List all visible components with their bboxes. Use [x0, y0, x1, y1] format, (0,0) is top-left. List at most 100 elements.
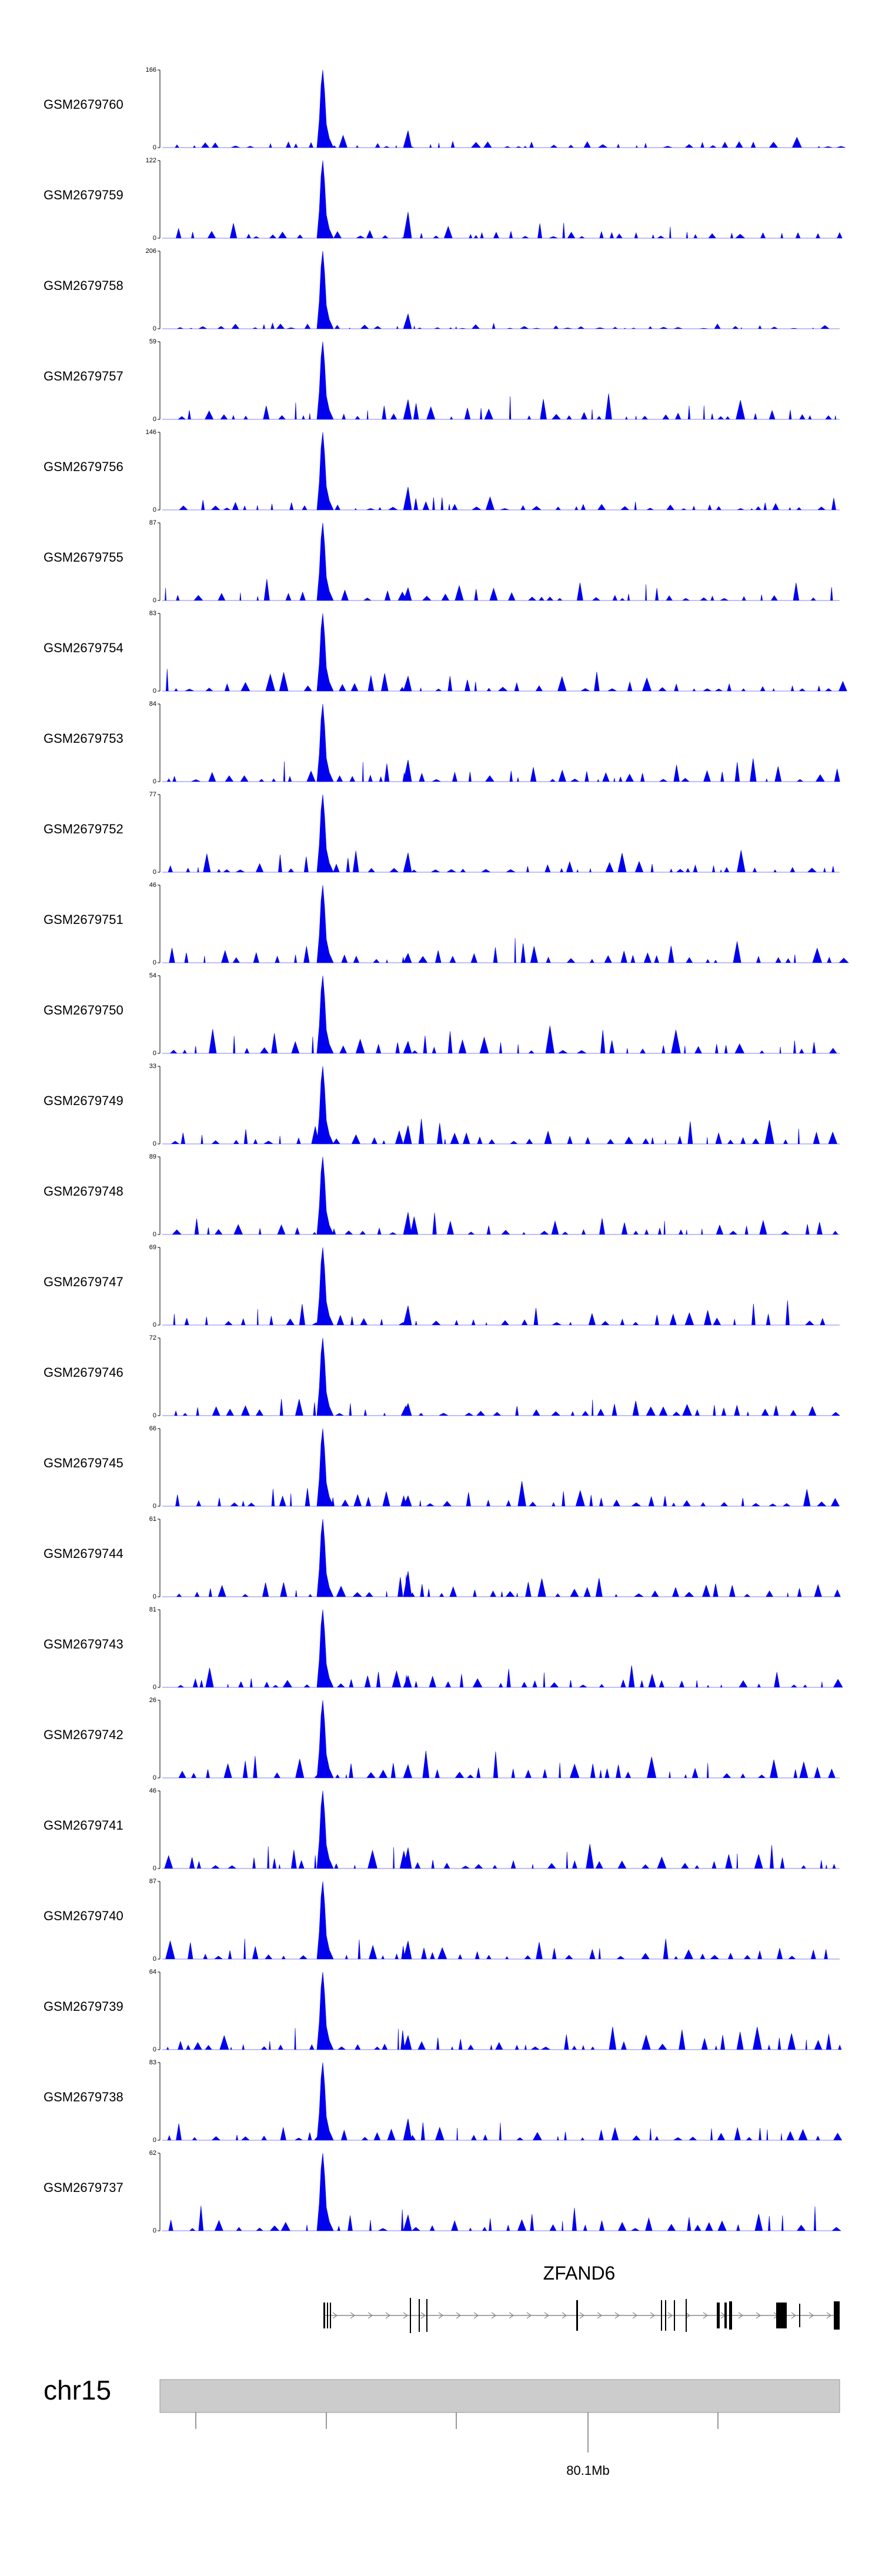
coverage-peak — [316, 1156, 334, 1235]
coverage-area — [162, 1938, 840, 1960]
strand-arrow — [632, 2312, 638, 2319]
track-label: GSM2679749 — [44, 1093, 123, 1108]
y-min-label: 0 — [153, 688, 156, 695]
strand-arrow — [597, 2312, 603, 2319]
track-label: GSM2679751 — [44, 912, 123, 927]
strand-arrow — [420, 2312, 426, 2319]
coverage-peak — [316, 69, 334, 148]
track-label: GSM2679759 — [44, 188, 123, 202]
y-max-label: 83 — [149, 2059, 156, 2066]
coverage-peak — [403, 675, 412, 692]
strand-arrow — [473, 2312, 479, 2319]
y-max-label: 46 — [149, 1787, 156, 1794]
track-GSM2679741: GSM2679741 46 0 — [44, 1787, 840, 1872]
y-max-label: 89 — [149, 1153, 156, 1160]
coverage-peak — [403, 1571, 412, 1597]
y-min-label: 0 — [153, 869, 156, 876]
coverage-area — [162, 1300, 840, 1326]
strand-arrow — [650, 2312, 656, 2319]
track-GSM2679743: GSM2679743 81 0 — [44, 1606, 843, 1691]
coverage-peak — [403, 1212, 412, 1235]
coverage-area — [162, 496, 840, 510]
coverage-peak — [403, 1125, 412, 1144]
y-max-label: 54 — [149, 972, 156, 979]
coverage-peak — [403, 1764, 412, 1778]
y-min-label: 0 — [153, 506, 156, 513]
track-label: GSM2679746 — [44, 1365, 123, 1380]
y-max-label: 72 — [149, 1334, 156, 1342]
coverage-area — [162, 669, 847, 692]
coverage-peak — [316, 885, 334, 963]
track-label: GSM2679744 — [44, 1546, 123, 1561]
track-GSM2679738: GSM2679738 83 0 — [44, 2059, 843, 2144]
y-max-label: 146 — [146, 429, 156, 436]
coverage-area — [162, 850, 840, 873]
y-min-label: 0 — [153, 1593, 156, 1600]
y-max-label: 26 — [149, 1697, 156, 1704]
coverage-peak — [403, 1495, 412, 1507]
coverage-peak — [403, 313, 412, 329]
coverage-peak — [403, 2214, 412, 2231]
chromosome-axis: chr15 80.1Mb — [44, 2375, 840, 2478]
y-min-label: 0 — [153, 1503, 156, 1510]
y-max-label: 33 — [149, 1063, 156, 1070]
coverage-area — [162, 222, 843, 239]
track-label: GSM2679743 — [44, 1637, 123, 1651]
gene-exon — [576, 2300, 578, 2331]
coverage-peak — [316, 1609, 334, 1688]
coverage-peak — [316, 1337, 334, 1416]
y-min-label: 0 — [153, 1231, 156, 1238]
chromosome-band — [159, 2379, 840, 2413]
track-GSM2679751: GSM2679751 46 0 — [44, 882, 849, 966]
coverage-area — [162, 1665, 843, 1688]
track-label: GSM2679754 — [44, 640, 123, 655]
coverage-peak — [403, 1040, 412, 1054]
track-GSM2679754: GSM2679754 83 0 — [44, 610, 847, 695]
coverage-peak — [316, 341, 334, 420]
track-label: GSM2679742 — [44, 1727, 123, 1742]
gene-exon — [686, 2299, 687, 2332]
gene-exon — [330, 2303, 331, 2328]
coverage-peak — [316, 251, 334, 329]
gene-exon — [410, 2298, 411, 2333]
y-max-label: 87 — [149, 1878, 156, 1885]
gene-exon — [674, 2300, 675, 2331]
track-GSM2679750: GSM2679750 54 0 — [44, 972, 840, 1057]
strand-arrow — [738, 2312, 744, 2319]
track-label: GSM2679748 — [44, 1184, 123, 1199]
strand-arrow — [826, 2312, 832, 2319]
y-min-label: 0 — [153, 2046, 156, 2053]
strand-arrow — [509, 2312, 514, 2319]
y-max-label: 59 — [149, 338, 156, 345]
coverage-peak — [403, 587, 412, 601]
coverage-area — [162, 2027, 842, 2050]
coverage-peak — [403, 1941, 412, 1960]
coverage-peak — [316, 1971, 334, 2050]
track-label: GSM2679745 — [44, 1456, 123, 1470]
strand-arrow — [385, 2312, 391, 2319]
coverage-peak — [403, 2118, 412, 2141]
track-GSM2679739: GSM2679739 64 0 — [44, 1968, 842, 2053]
track-label: GSM2679760 — [44, 97, 123, 112]
track-GSM2679746: GSM2679746 72 0 — [44, 1334, 840, 1419]
track-layer: GSM2679760 166 0 GSM2679759 122 0 GSM2679758 20… — [44, 66, 849, 2234]
coverage-area — [162, 1399, 840, 1416]
coverage-area — [162, 135, 846, 148]
strand-arrow — [667, 2312, 673, 2319]
coverage-peak — [316, 432, 334, 510]
y-min-label: 0 — [153, 1956, 156, 1963]
y-max-label: 122 — [146, 157, 156, 164]
y-min-label: 0 — [153, 235, 156, 242]
gene-exon — [717, 2303, 720, 2328]
coverage-peak — [403, 2034, 412, 2050]
track-GSM2679744: GSM2679744 61 0 — [44, 1516, 841, 1600]
axis-tick-label: 80.1Mb — [566, 2463, 609, 2478]
strand-arrow — [456, 2312, 462, 2319]
y-min-label: 0 — [153, 778, 156, 785]
y-max-label: 66 — [149, 1425, 156, 1432]
coverage-peak — [316, 522, 334, 601]
coverage-area — [162, 579, 840, 601]
track-GSM2679748: GSM2679748 89 0 — [44, 1153, 840, 1238]
y-min-label: 0 — [153, 959, 156, 966]
y-min-label: 0 — [153, 1050, 156, 1057]
